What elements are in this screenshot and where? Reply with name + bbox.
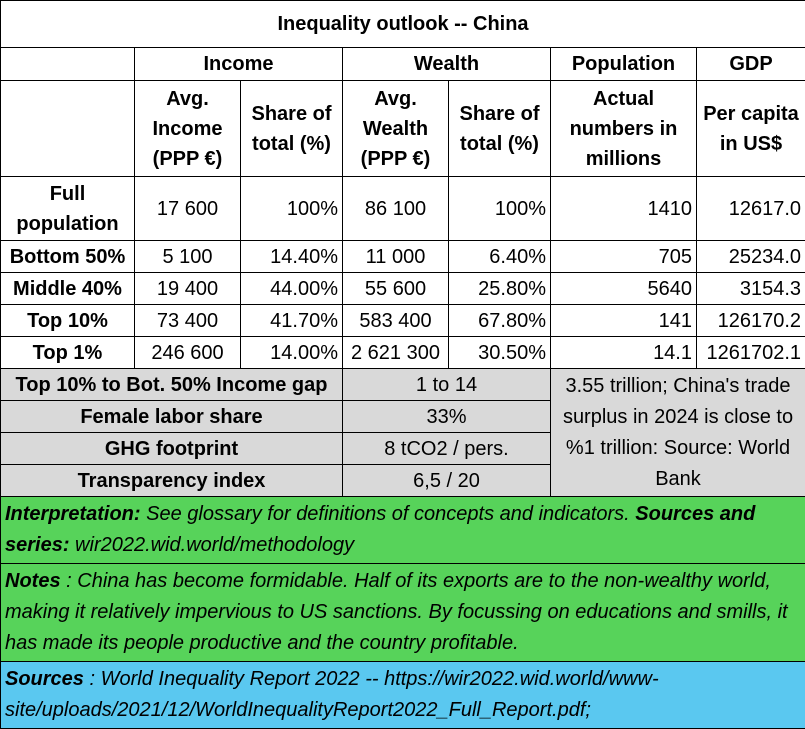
table-row: Middle 40% 19 400 44.00% 55 600 25.80% 5… bbox=[1, 273, 805, 305]
col-wealth-share: Share of total (%) bbox=[449, 81, 551, 177]
cell-income-share: 44.00% bbox=[241, 273, 343, 305]
cell-population: 705 bbox=[551, 241, 697, 273]
sources-label: Sources bbox=[5, 668, 84, 690]
indicator-value: 8 tCO2 / pers. bbox=[343, 433, 551, 465]
cell-avg-wealth: 2 621 300 bbox=[343, 337, 449, 369]
cell-avg-wealth: 55 600 bbox=[343, 273, 449, 305]
sources-section: Sources : World Inequality Report 2022 -… bbox=[1, 662, 805, 729]
group-gdp: GDP bbox=[697, 48, 805, 81]
interpretation-note: Interpretation: See glossary for definit… bbox=[1, 497, 805, 564]
cell-gdp: 3154.3 bbox=[697, 273, 805, 305]
cell-avg-income: 5 100 bbox=[135, 241, 241, 273]
cell-gdp: 126170.2 bbox=[697, 305, 805, 337]
col-avg-income: Avg. Income (PPP €) bbox=[135, 81, 241, 177]
col-population: Actual numbers in millions bbox=[551, 81, 697, 177]
interpretation-label: Interpretation: bbox=[5, 503, 141, 525]
cell-population: 1410 bbox=[551, 177, 697, 241]
table-row: Top 1% 246 600 14.00% 2 621 300 30.50% 1… bbox=[1, 337, 805, 369]
row-label: Top 1% bbox=[1, 337, 135, 369]
sources-text: : World Inequality Report 2022 -- https:… bbox=[5, 668, 659, 721]
cell-wealth-share: 25.80% bbox=[449, 273, 551, 305]
row-label: Top 10% bbox=[1, 305, 135, 337]
cell-wealth-share: 100% bbox=[449, 177, 551, 241]
cell-wealth-share: 30.50% bbox=[449, 337, 551, 369]
corner-cell bbox=[1, 81, 135, 177]
indicator-label: GHG footprint bbox=[1, 433, 343, 465]
group-income: Income bbox=[135, 48, 343, 81]
indicator-label: Female labor share bbox=[1, 401, 343, 433]
table-row: Bottom 50% 5 100 14.40% 11 000 6.40% 705… bbox=[1, 241, 805, 273]
cell-wealth-share: 67.80% bbox=[449, 305, 551, 337]
group-wealth: Wealth bbox=[343, 48, 551, 81]
notes-section: Notes : China has become formidable. Hal… bbox=[1, 564, 805, 662]
indicator-value: 1 to 14 bbox=[343, 369, 551, 401]
indicator-label: Transparency index bbox=[1, 465, 343, 497]
col-avg-wealth: Avg. Wealth (PPP €) bbox=[343, 81, 449, 177]
corner-cell bbox=[1, 48, 135, 81]
col-income-share: Share of total (%) bbox=[241, 81, 343, 177]
cell-avg-income: 73 400 bbox=[135, 305, 241, 337]
trade-surplus-note: 3.55 trillion; China's trade surplus in … bbox=[551, 369, 805, 497]
table-row: Full population 17 600 100% 86 100 100% … bbox=[1, 177, 805, 241]
sources-series-text: wir2022.wid.world/methodology bbox=[70, 534, 355, 556]
cell-avg-income: 17 600 bbox=[135, 177, 241, 241]
cell-gdp: 25234.0 bbox=[697, 241, 805, 273]
cell-gdp: 12617.0 bbox=[697, 177, 805, 241]
cell-avg-income: 246 600 bbox=[135, 337, 241, 369]
cell-population: 5640 bbox=[551, 273, 697, 305]
cell-avg-wealth: 11 000 bbox=[343, 241, 449, 273]
indicator-row: Top 10% to Bot. 50% Income gap 1 to 14 3… bbox=[1, 369, 805, 401]
indicator-value: 33% bbox=[343, 401, 551, 433]
row-label: Bottom 50% bbox=[1, 241, 135, 273]
interpretation-text: See glossary for definitions of concepts… bbox=[141, 503, 636, 525]
cell-gdp: 1261702.1 bbox=[697, 337, 805, 369]
group-population: Population bbox=[551, 48, 697, 81]
cell-avg-wealth: 583 400 bbox=[343, 305, 449, 337]
row-label: Middle 40% bbox=[1, 273, 135, 305]
cell-avg-income: 19 400 bbox=[135, 273, 241, 305]
row-label: Full population bbox=[1, 177, 135, 241]
col-gdp: Per capita in US$ bbox=[697, 81, 805, 177]
cell-population: 14.1 bbox=[551, 337, 697, 369]
notes-label: Notes bbox=[5, 570, 61, 592]
cell-population: 141 bbox=[551, 305, 697, 337]
cell-income-share: 100% bbox=[241, 177, 343, 241]
page-title: Inequality outlook -- China bbox=[1, 1, 805, 48]
indicator-value: 6,5 / 20 bbox=[343, 465, 551, 497]
table-row: Top 10% 73 400 41.70% 583 400 67.80% 141… bbox=[1, 305, 805, 337]
cell-avg-wealth: 86 100 bbox=[343, 177, 449, 241]
cell-income-share: 14.00% bbox=[241, 337, 343, 369]
cell-income-share: 14.40% bbox=[241, 241, 343, 273]
notes-text: : China has become formidable. Half of i… bbox=[5, 570, 788, 654]
indicator-label: Top 10% to Bot. 50% Income gap bbox=[1, 369, 343, 401]
cell-income-share: 41.70% bbox=[241, 305, 343, 337]
cell-wealth-share: 6.40% bbox=[449, 241, 551, 273]
